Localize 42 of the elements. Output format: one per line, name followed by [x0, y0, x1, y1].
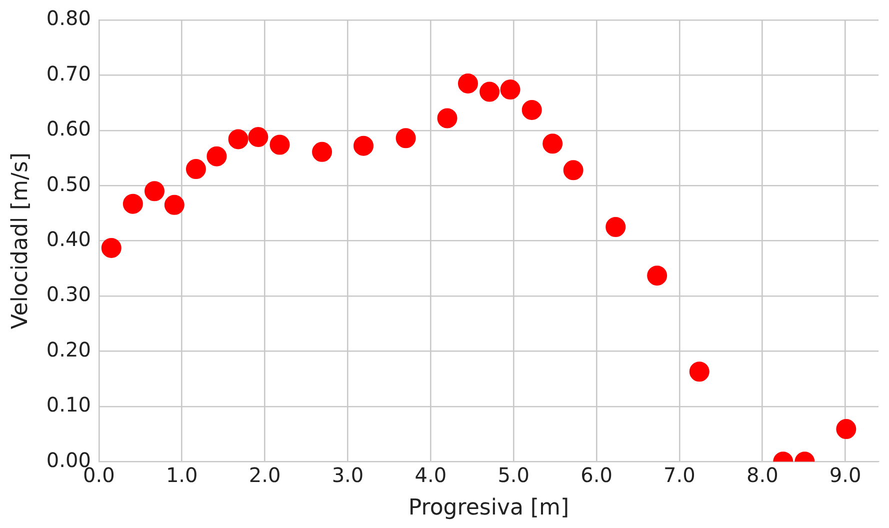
- point: [480, 82, 500, 102]
- x-tick-label: 3.0: [332, 462, 364, 487]
- y-tick-label: 0.80: [46, 6, 91, 30]
- point: [248, 127, 268, 148]
- point: [353, 136, 374, 156]
- x-tick-label: 4.0: [414, 462, 447, 487]
- x-tick-label: 6.0: [580, 462, 612, 487]
- x-tick-label: 9.0: [829, 462, 862, 487]
- point: [689, 362, 710, 382]
- point: [186, 159, 206, 180]
- point: [647, 266, 668, 286]
- y-tick-label: 0.50: [46, 172, 91, 196]
- point: [270, 134, 290, 155]
- point: [836, 419, 856, 440]
- point: [206, 146, 227, 166]
- point: [312, 142, 332, 162]
- y-tick-label: 0.70: [46, 61, 91, 86]
- point: [606, 217, 626, 237]
- x-tick-label: 5.0: [498, 462, 530, 487]
- point: [437, 108, 458, 128]
- point: [542, 134, 563, 154]
- point: [522, 100, 542, 120]
- y-tick-label: 0.10: [46, 392, 91, 417]
- point: [500, 80, 520, 100]
- point: [122, 194, 143, 214]
- point: [563, 160, 584, 180]
- point: [228, 129, 248, 150]
- x-tick-label: 7.0: [664, 462, 696, 487]
- x-axis-title: Progresiva [m]: [408, 496, 570, 521]
- point: [396, 128, 416, 148]
- point: [101, 238, 122, 258]
- point: [164, 194, 184, 215]
- x-tick-label: 2.0: [248, 462, 281, 487]
- point: [458, 73, 478, 94]
- y-tick-label: 0.20: [46, 337, 91, 362]
- x-tick-label: 1.0: [166, 462, 198, 487]
- x-tick-label: 8.0: [746, 462, 778, 487]
- y-tick-label: 0.30: [46, 282, 91, 306]
- y-axis-title: Velocidadl [m/s]: [8, 152, 33, 330]
- y-tick-label: 0.60: [46, 116, 91, 141]
- point: [144, 181, 164, 202]
- y-tick-label: 0.40: [46, 227, 91, 252]
